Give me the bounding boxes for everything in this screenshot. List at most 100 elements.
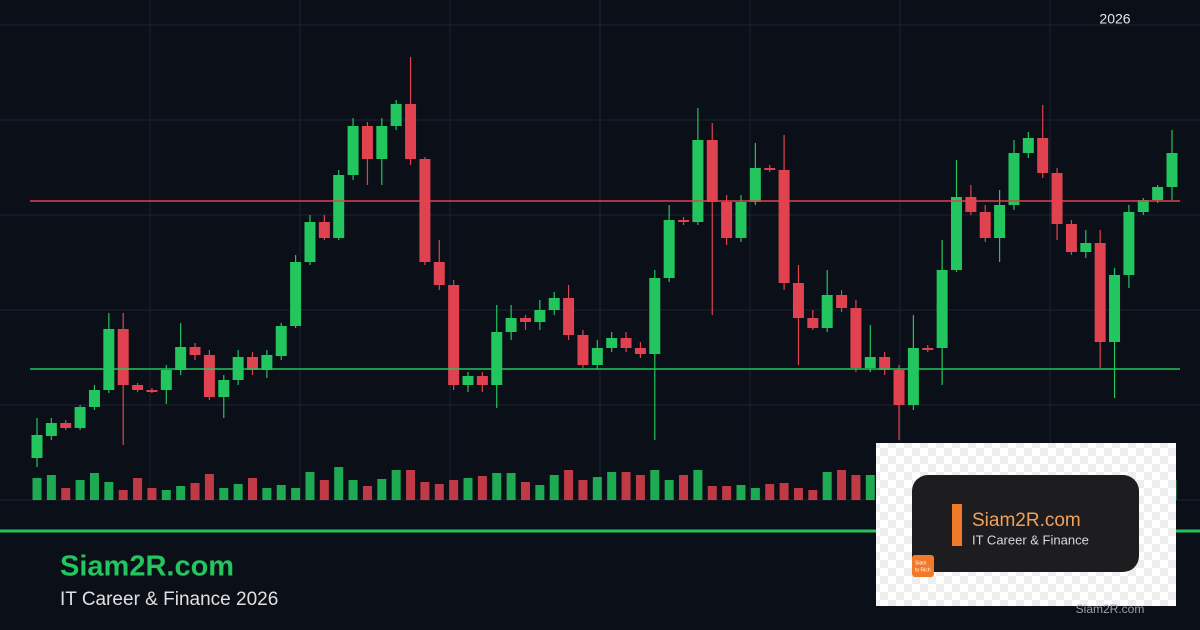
volume-bar — [506, 473, 516, 500]
candle-body — [1022, 138, 1034, 153]
volume-bar — [46, 475, 56, 500]
volume-bar — [377, 479, 387, 500]
candle-body — [1051, 173, 1063, 224]
candle-body — [749, 168, 761, 202]
card-accent — [952, 504, 962, 546]
volume-bar — [693, 470, 703, 500]
volume-bar — [204, 474, 214, 500]
candle-body — [304, 222, 316, 262]
candle-body — [261, 355, 273, 370]
volume-bar — [549, 475, 559, 500]
volume-bar — [233, 484, 243, 500]
volume-bar — [650, 470, 660, 500]
volume-bar — [434, 484, 444, 500]
candle-body — [706, 140, 718, 202]
candle-body — [433, 262, 445, 285]
candle-body — [922, 348, 934, 350]
candles — [31, 57, 1178, 467]
candle-body — [821, 295, 833, 328]
candle-body — [505, 318, 517, 332]
volume-bar — [248, 478, 258, 500]
volume-bar — [276, 485, 286, 500]
candle-body — [965, 197, 977, 212]
site-name: Siam2R.com — [60, 551, 234, 583]
volume-bar — [679, 475, 689, 500]
volume-bar — [664, 480, 674, 500]
volume-bar — [808, 490, 818, 500]
candle-body — [1065, 224, 1077, 252]
candle-body — [333, 175, 345, 238]
volume-bar — [750, 488, 760, 500]
volume-bar — [305, 472, 315, 500]
volume-bar — [147, 488, 157, 500]
candle-body — [879, 357, 891, 370]
candle-body — [534, 310, 546, 322]
volume-bar — [621, 472, 631, 500]
volume-bar — [334, 467, 344, 500]
candle-body — [318, 222, 330, 238]
candle-body — [591, 348, 603, 365]
volume-bar — [118, 490, 128, 500]
volume-bar — [32, 478, 42, 500]
volume-bar — [319, 480, 329, 500]
candle-body — [74, 407, 86, 428]
year-label: 2026 — [1099, 11, 1130, 27]
card-subtitle: IT Career & Finance — [972, 532, 1089, 547]
candle-body — [864, 357, 876, 368]
volume-bar — [104, 482, 114, 500]
volume-bar — [535, 485, 545, 500]
volume-bar — [262, 488, 272, 500]
volume-bar — [89, 473, 99, 500]
candle-body — [247, 357, 259, 370]
volume-bar — [61, 488, 71, 500]
volume-bar — [219, 488, 229, 500]
candle-body — [175, 347, 187, 370]
candle-body — [290, 262, 302, 326]
logo-card: Siam2R.com IT Career & Finance Siam to R… — [876, 443, 1176, 616]
candle-body — [807, 318, 819, 328]
candle-body — [189, 347, 201, 355]
volume-bar — [420, 482, 430, 500]
candle-body — [994, 205, 1006, 238]
volume-bar — [449, 480, 459, 500]
vertical-grid — [149, 0, 1051, 500]
volume-bar — [406, 470, 416, 500]
candle-body — [1037, 138, 1049, 173]
volume-bar — [348, 480, 358, 500]
candle-body — [275, 326, 287, 356]
candle-body — [735, 202, 747, 238]
logo-badge — [912, 555, 934, 577]
candle-body — [1137, 200, 1149, 212]
volume-bar — [492, 473, 502, 500]
candle-body — [764, 168, 776, 170]
candle-body — [907, 348, 919, 405]
candle-body — [1166, 153, 1178, 187]
volume-bar — [635, 475, 645, 500]
volume-bar — [463, 478, 473, 500]
candle-body — [519, 318, 531, 322]
logo-text: Siam — [915, 560, 926, 566]
volume-bar — [607, 472, 617, 500]
volume-bar — [477, 476, 487, 500]
candle-body — [31, 435, 43, 458]
candle-body — [45, 423, 57, 436]
candle-body — [1094, 243, 1106, 342]
candle-body — [218, 380, 230, 397]
candle-body — [476, 376, 488, 385]
candle-body — [692, 140, 704, 222]
volume-bar — [765, 484, 775, 500]
volume-bar — [291, 488, 301, 500]
volume-bar — [520, 482, 530, 500]
candle-body — [678, 220, 690, 222]
candle-body — [649, 278, 661, 354]
candle-body — [548, 298, 560, 310]
candle-body — [721, 202, 733, 238]
volume-bar — [75, 480, 85, 500]
candle-body — [1080, 243, 1092, 252]
candle-body — [577, 335, 589, 365]
candle-body — [634, 348, 646, 354]
candle-body — [448, 285, 460, 385]
volume-bar — [592, 477, 602, 500]
volume-bar — [865, 475, 875, 500]
candle-body — [376, 126, 388, 159]
